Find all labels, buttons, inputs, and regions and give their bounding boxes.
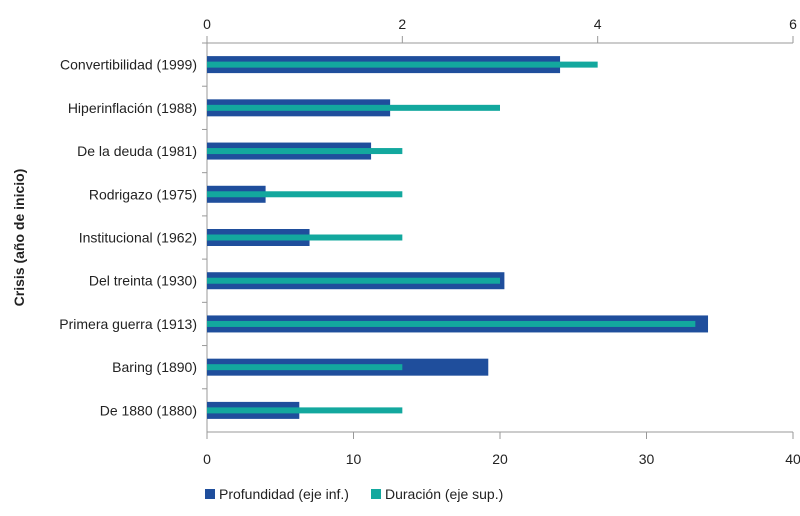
bar-duracion bbox=[207, 191, 403, 198]
bottom-tick-label: 0 bbox=[203, 451, 211, 467]
category-label: Primera guerra (1913) bbox=[59, 316, 197, 332]
legend-swatch-profundidad bbox=[205, 489, 215, 499]
category-label: Rodrigazo (1975) bbox=[89, 186, 197, 202]
bottom-tick-label: 20 bbox=[492, 451, 508, 467]
legend-label-profundidad: Profundidad (eje inf.) bbox=[219, 486, 349, 502]
top-tick-label: 4 bbox=[594, 16, 602, 32]
category-label: Institucional (1962) bbox=[79, 230, 197, 246]
legend-label-duracion: Duración (eje sup.) bbox=[384, 486, 504, 502]
top-tick-label: 0 bbox=[203, 16, 211, 32]
bar-duracion bbox=[207, 148, 403, 155]
bar-duracion bbox=[207, 104, 500, 111]
bottom-tick-label: 40 bbox=[785, 451, 800, 467]
bar-duracion bbox=[207, 364, 403, 371]
top-tick-label: 2 bbox=[398, 16, 406, 32]
category-label: Del treinta (1930) bbox=[89, 273, 197, 289]
category-label: Baring (1890) bbox=[112, 359, 197, 375]
bar-duracion bbox=[207, 61, 598, 68]
bar-duracion bbox=[207, 320, 696, 327]
category-label: De la deuda (1981) bbox=[77, 143, 197, 159]
y-axis-title: Crisis (año de inicio) bbox=[11, 169, 27, 307]
legend-item-profundidad: Profundidad (eje inf.) bbox=[205, 486, 349, 502]
legend-swatch-duracion bbox=[370, 489, 381, 499]
bottom-tick-label: 30 bbox=[639, 451, 655, 467]
category-label: Hiperinflación (1988) bbox=[68, 100, 197, 116]
bar-duracion bbox=[207, 407, 403, 414]
legend-item-duracion: Duración (eje sup.) bbox=[370, 486, 504, 502]
top-tick-label: 6 bbox=[789, 16, 797, 32]
bar-duracion bbox=[207, 277, 500, 284]
category-label: De 1880 (1880) bbox=[100, 402, 197, 418]
bar-duracion bbox=[207, 234, 403, 241]
bottom-tick-label: 10 bbox=[346, 451, 362, 467]
category-label: Convertibilidad (1999) bbox=[60, 57, 197, 73]
legend: Profundidad (eje inf.) Duración (eje sup… bbox=[205, 486, 503, 502]
